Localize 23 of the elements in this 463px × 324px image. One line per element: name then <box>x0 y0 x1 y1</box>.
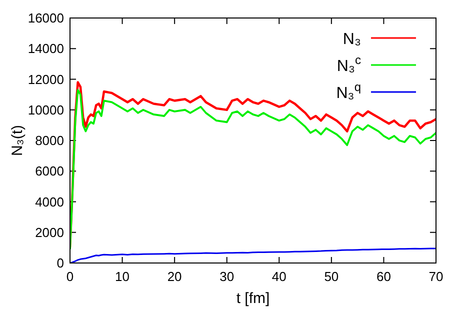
x-tick-label: 60 <box>376 269 391 284</box>
x-tick-label: 40 <box>272 269 286 284</box>
y-tick-label: 12000 <box>28 72 64 87</box>
x-tick-label: 0 <box>66 269 74 284</box>
x-tick-label: 50 <box>324 269 339 284</box>
y-tick-label: 10000 <box>28 102 64 118</box>
line-series <box>70 248 436 263</box>
y-tick-label: 8000 <box>35 133 64 148</box>
y-tick-label: 2000 <box>35 224 64 240</box>
y-tick-label: 6000 <box>35 164 64 179</box>
y-axis-title: N₃(t) <box>9 124 26 156</box>
legend-label: N₃ <box>342 31 361 48</box>
legend-label: N₃$^{q}$ <box>336 80 361 102</box>
legend-label: N₃$^{c}$ <box>336 53 361 75</box>
x-tick-label: 20 <box>167 269 182 284</box>
y-tick-label: 0 <box>56 256 64 270</box>
x-tick-label: 70 <box>428 269 444 284</box>
x-tick-label: 10 <box>115 269 130 284</box>
y-tick-label: 4000 <box>35 194 64 210</box>
y-tick-label: 14000 <box>28 41 64 56</box>
y-tick-label: 16000 <box>28 10 64 26</box>
x-axis-title: t [fm] <box>236 290 270 307</box>
x-tick-label: 30 <box>220 269 234 284</box>
